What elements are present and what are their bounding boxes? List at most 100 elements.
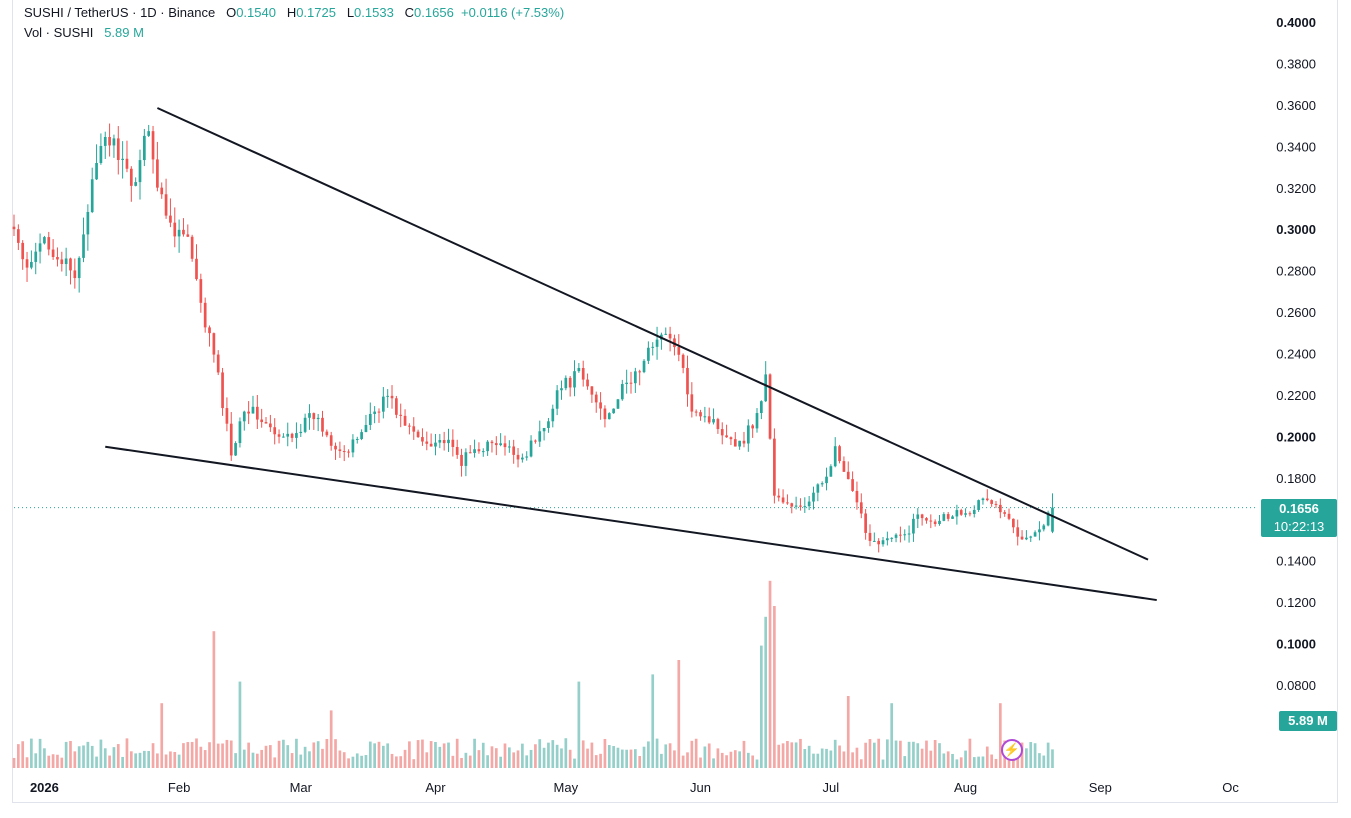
candle-body [338, 449, 342, 452]
candle-body [594, 394, 598, 403]
trendline-layer[interactable] [105, 107, 1157, 602]
candle-body [677, 347, 681, 355]
candle-body [43, 237, 46, 244]
volume-bar [164, 754, 168, 768]
candle-body [416, 431, 420, 438]
candle-body [282, 436, 285, 438]
volume-layer [12, 580, 1054, 768]
volume-bar [69, 740, 72, 768]
volume-bar [264, 745, 268, 768]
candle-body [942, 514, 946, 521]
candle-body [825, 476, 828, 484]
volume-bar [760, 645, 763, 768]
candle-body [729, 437, 733, 440]
volume-bar [247, 742, 250, 768]
volume-bar [412, 759, 416, 768]
candle-body [47, 237, 51, 250]
candle-body [529, 440, 533, 457]
volume-bar [64, 741, 68, 768]
candle-body [225, 408, 229, 424]
volume-bar [525, 755, 529, 768]
volume-bar [381, 745, 385, 768]
volume-bar [707, 743, 711, 768]
volume-bar [603, 738, 607, 768]
candle-body [972, 509, 976, 514]
candle-body [742, 440, 746, 444]
candle-body [403, 415, 407, 426]
candle-body [173, 222, 177, 237]
volume-bar [512, 752, 516, 768]
volume-bar [494, 748, 498, 768]
candle-body [968, 513, 972, 515]
candle-body [490, 441, 494, 444]
candle-body [638, 371, 642, 373]
y-tick-label: 0.3400 [1276, 139, 1316, 154]
candle-body [807, 501, 811, 507]
candle-body [872, 540, 876, 542]
candle-body [73, 270, 77, 279]
last-price: 0.1656 [1279, 501, 1319, 516]
volume-bar [690, 740, 694, 768]
volume-bar [425, 752, 429, 768]
chart-frame [12, 0, 1338, 803]
volume-bar [481, 742, 485, 768]
candle-body [412, 426, 416, 432]
volume-bar [534, 744, 537, 768]
candle-body [503, 443, 507, 448]
volume-bar [373, 743, 376, 768]
volume-bar [964, 750, 967, 768]
candle-body [499, 443, 502, 446]
lightning-icon[interactable]: ⚡ [1001, 739, 1023, 761]
candle-body [938, 520, 941, 525]
candle-body [916, 514, 920, 519]
volume-bar [295, 738, 298, 768]
candle-body [434, 442, 437, 447]
candle-body [846, 471, 850, 480]
symbol-title[interactable]: SUSHI / TetherUS · 1D · Binance [24, 5, 216, 20]
candle-body [303, 417, 307, 432]
candle-body [360, 432, 363, 439]
candle-body [312, 413, 316, 420]
candle-body [38, 243, 42, 252]
candle-body [30, 261, 33, 268]
volume-bar [633, 749, 637, 768]
x-tick-label: Feb [168, 780, 190, 795]
candle-body [481, 451, 485, 453]
candle-body [238, 421, 242, 444]
volume-bar [551, 740, 555, 768]
volume-bar [629, 749, 633, 768]
candle-body [299, 431, 303, 434]
trendline[interactable] [156, 107, 1149, 561]
x-tick-label: Aug [954, 780, 977, 795]
volume-bar [438, 746, 442, 768]
candle-body [946, 514, 950, 519]
volume-bar [290, 753, 294, 768]
volume-bar [616, 747, 620, 768]
candles-layer [12, 123, 1054, 553]
volume-bar [929, 750, 933, 768]
candle-body [447, 439, 450, 444]
volume-bar [43, 748, 46, 768]
volume-bar [225, 739, 229, 768]
volume-label[interactable]: Vol · SUSHI [24, 25, 94, 40]
candle-body [720, 429, 724, 436]
candle-body [881, 540, 885, 545]
volume-bar [938, 743, 941, 768]
trendline[interactable] [105, 445, 1157, 602]
volume-bar [703, 746, 707, 768]
volume-bar [977, 756, 980, 768]
volume-bar [664, 744, 668, 768]
candle-body [381, 396, 385, 412]
y-tick-label: 0.3200 [1276, 181, 1316, 196]
candle-body [790, 503, 794, 507]
volume-bar [764, 616, 768, 768]
volume-bar [699, 757, 702, 768]
volume-bar [151, 743, 155, 768]
candle-body [221, 372, 224, 409]
candle-body [985, 498, 989, 501]
candle-body [60, 259, 64, 265]
volume-bar [716, 748, 720, 768]
volume-bar [912, 741, 915, 768]
candle-body [929, 520, 933, 522]
